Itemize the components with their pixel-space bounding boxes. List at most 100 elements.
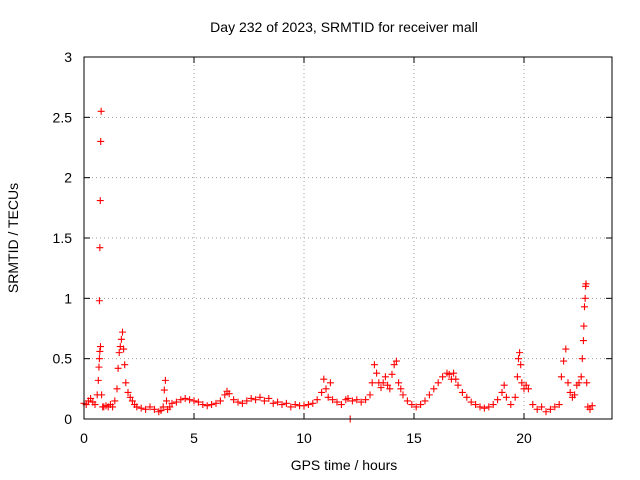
data-point xyxy=(329,396,337,404)
data-point xyxy=(133,403,141,411)
data-point xyxy=(485,403,493,411)
data-point xyxy=(513,373,521,381)
data-point xyxy=(498,388,506,396)
data-point xyxy=(445,370,453,378)
data-point xyxy=(97,343,104,351)
data-point xyxy=(98,391,106,399)
data-point xyxy=(322,385,330,393)
data-point xyxy=(212,399,220,407)
data-point xyxy=(94,376,102,384)
data-point xyxy=(517,361,525,369)
data-point xyxy=(318,388,326,396)
data-point xyxy=(516,349,524,357)
data-point xyxy=(386,385,394,393)
data-point xyxy=(538,403,546,411)
data-point xyxy=(320,375,328,383)
data-point xyxy=(114,364,122,372)
data-point xyxy=(159,403,167,411)
data-point xyxy=(146,403,154,411)
data-point xyxy=(109,403,117,411)
plot-frame xyxy=(83,56,613,420)
x-axis-label: GPS time / hours xyxy=(291,457,398,473)
data-point xyxy=(450,369,458,377)
data-point xyxy=(480,404,488,412)
data-point xyxy=(454,381,462,389)
data-point xyxy=(579,337,587,345)
data-point xyxy=(588,402,596,410)
data-point xyxy=(373,369,381,377)
x-tick-label: 5 xyxy=(190,430,198,446)
data-point xyxy=(381,373,389,381)
x-tick-labels: 0 5 10 15 20 xyxy=(80,430,532,446)
data-point xyxy=(388,370,396,378)
y-tick-label: 2.5 xyxy=(53,109,73,125)
data-point xyxy=(168,399,176,407)
data-point xyxy=(95,355,103,363)
data-point xyxy=(181,394,189,402)
data-point xyxy=(122,379,130,387)
data-point xyxy=(203,402,211,410)
data-point xyxy=(581,303,588,311)
data-point xyxy=(379,379,387,387)
data-point xyxy=(238,399,246,407)
data-point xyxy=(194,398,202,406)
data-point xyxy=(562,345,570,353)
data-point xyxy=(507,401,515,409)
data-point xyxy=(274,398,282,406)
y-tick-label: 1.5 xyxy=(53,230,73,246)
data-point xyxy=(439,373,447,381)
x-tick-label: 15 xyxy=(406,430,422,446)
data-point xyxy=(412,403,420,411)
data-point xyxy=(344,394,352,402)
x-tick-label: 0 xyxy=(80,430,88,446)
data-point xyxy=(333,398,341,406)
data-point xyxy=(95,363,103,371)
data-point xyxy=(583,379,591,387)
data-point xyxy=(291,401,299,409)
data-point xyxy=(208,401,216,409)
data-point xyxy=(522,381,530,389)
data-point xyxy=(166,403,174,411)
data-point xyxy=(256,393,264,401)
data-point xyxy=(96,197,104,205)
data-point xyxy=(463,393,471,401)
data-point xyxy=(397,385,405,393)
data-point xyxy=(269,399,277,407)
data-point xyxy=(126,393,134,401)
data-point xyxy=(430,385,438,393)
data-point xyxy=(357,398,365,406)
data-point xyxy=(221,391,229,399)
data-point xyxy=(399,391,407,399)
data-point xyxy=(586,405,594,413)
data-point xyxy=(368,379,376,387)
data-point xyxy=(278,401,286,409)
data-point xyxy=(121,361,129,369)
data-point xyxy=(533,405,541,413)
data-point xyxy=(489,401,497,409)
data-point xyxy=(124,388,132,396)
data-point xyxy=(370,361,378,369)
data-point xyxy=(265,394,273,402)
data-point xyxy=(150,405,158,413)
data-point xyxy=(511,393,519,401)
data-point xyxy=(403,397,411,405)
data-point xyxy=(313,396,321,404)
data-point xyxy=(582,280,590,288)
data-point xyxy=(515,355,522,363)
data-point xyxy=(186,396,194,404)
data-point xyxy=(557,373,565,381)
data-point xyxy=(425,391,433,399)
data-point xyxy=(555,401,563,409)
data-point xyxy=(247,394,255,402)
x-tick-label: 20 xyxy=(516,430,532,446)
data-point xyxy=(546,405,554,413)
data-point xyxy=(566,388,574,396)
data-point xyxy=(119,328,126,336)
data-point xyxy=(434,379,442,387)
data-point xyxy=(190,397,198,405)
data-point xyxy=(199,401,207,409)
data-point xyxy=(137,404,145,412)
y-tick-label: 0.5 xyxy=(53,351,73,367)
data-point xyxy=(97,107,105,115)
